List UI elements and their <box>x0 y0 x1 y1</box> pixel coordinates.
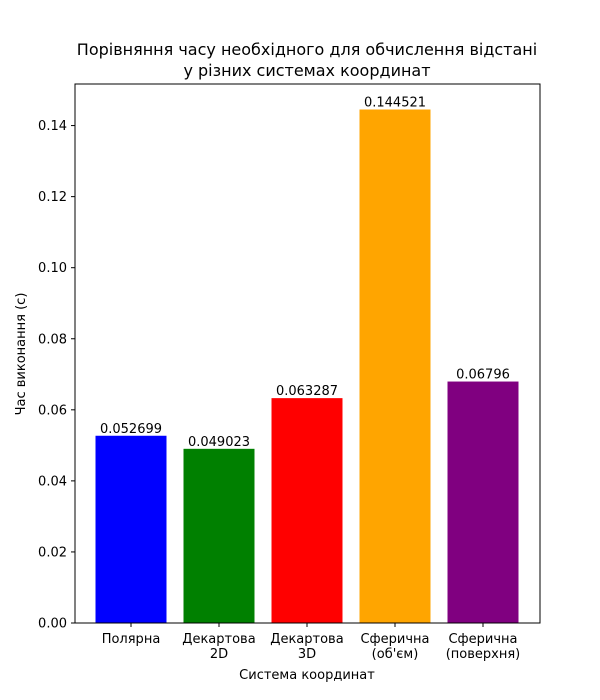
y-tick-label: 0.10 <box>38 261 67 276</box>
bar-value-label: 0.144521 <box>364 96 426 111</box>
y-tick-label: 0.14 <box>38 119 67 134</box>
bar <box>359 109 431 624</box>
x-tick-label: Декартова <box>270 632 343 647</box>
y-tick-label: 0.04 <box>38 474 67 489</box>
plot-area: 0.052699Полярна0.049023Декартова2D0.0632… <box>38 83 541 662</box>
y-tick-label: 0.08 <box>38 332 67 347</box>
bar <box>447 381 519 623</box>
x-tick-label: Сферична <box>360 632 429 647</box>
plot-frame <box>74 83 541 624</box>
y-tick-label: 0.00 <box>38 617 67 632</box>
y-tick-label: 0.12 <box>38 190 67 205</box>
x-tick-label: 3D <box>298 647 316 662</box>
x-tick-label: (поверхня) <box>446 647 521 662</box>
x-tick-label: 2D <box>210 647 228 662</box>
bar-value-label: 0.063287 <box>276 384 338 399</box>
bar <box>271 398 343 623</box>
x-tick-label: Сферична <box>448 632 517 647</box>
y-tick-label: 0.06 <box>38 403 67 418</box>
bar-value-label: 0.06796 <box>456 368 510 383</box>
x-tick-label: (об'єм) <box>372 647 419 662</box>
bar-value-label: 0.049023 <box>188 435 250 450</box>
x-tick-label: Полярна <box>102 632 161 647</box>
bar-value-label: 0.052699 <box>100 422 162 437</box>
x-axis-label: Система координат <box>239 668 375 683</box>
bar <box>183 448 255 623</box>
chart-title-line-1: Порівняння часу необхідного для обчислен… <box>77 40 537 59</box>
y-tick-label: 0.02 <box>38 545 67 560</box>
y-axis-label: Час виконання (с) <box>14 293 29 416</box>
chart-title-line-2: у різних системах координат <box>183 61 430 80</box>
x-tick-label: Декартова <box>182 632 255 647</box>
bar <box>95 435 167 623</box>
